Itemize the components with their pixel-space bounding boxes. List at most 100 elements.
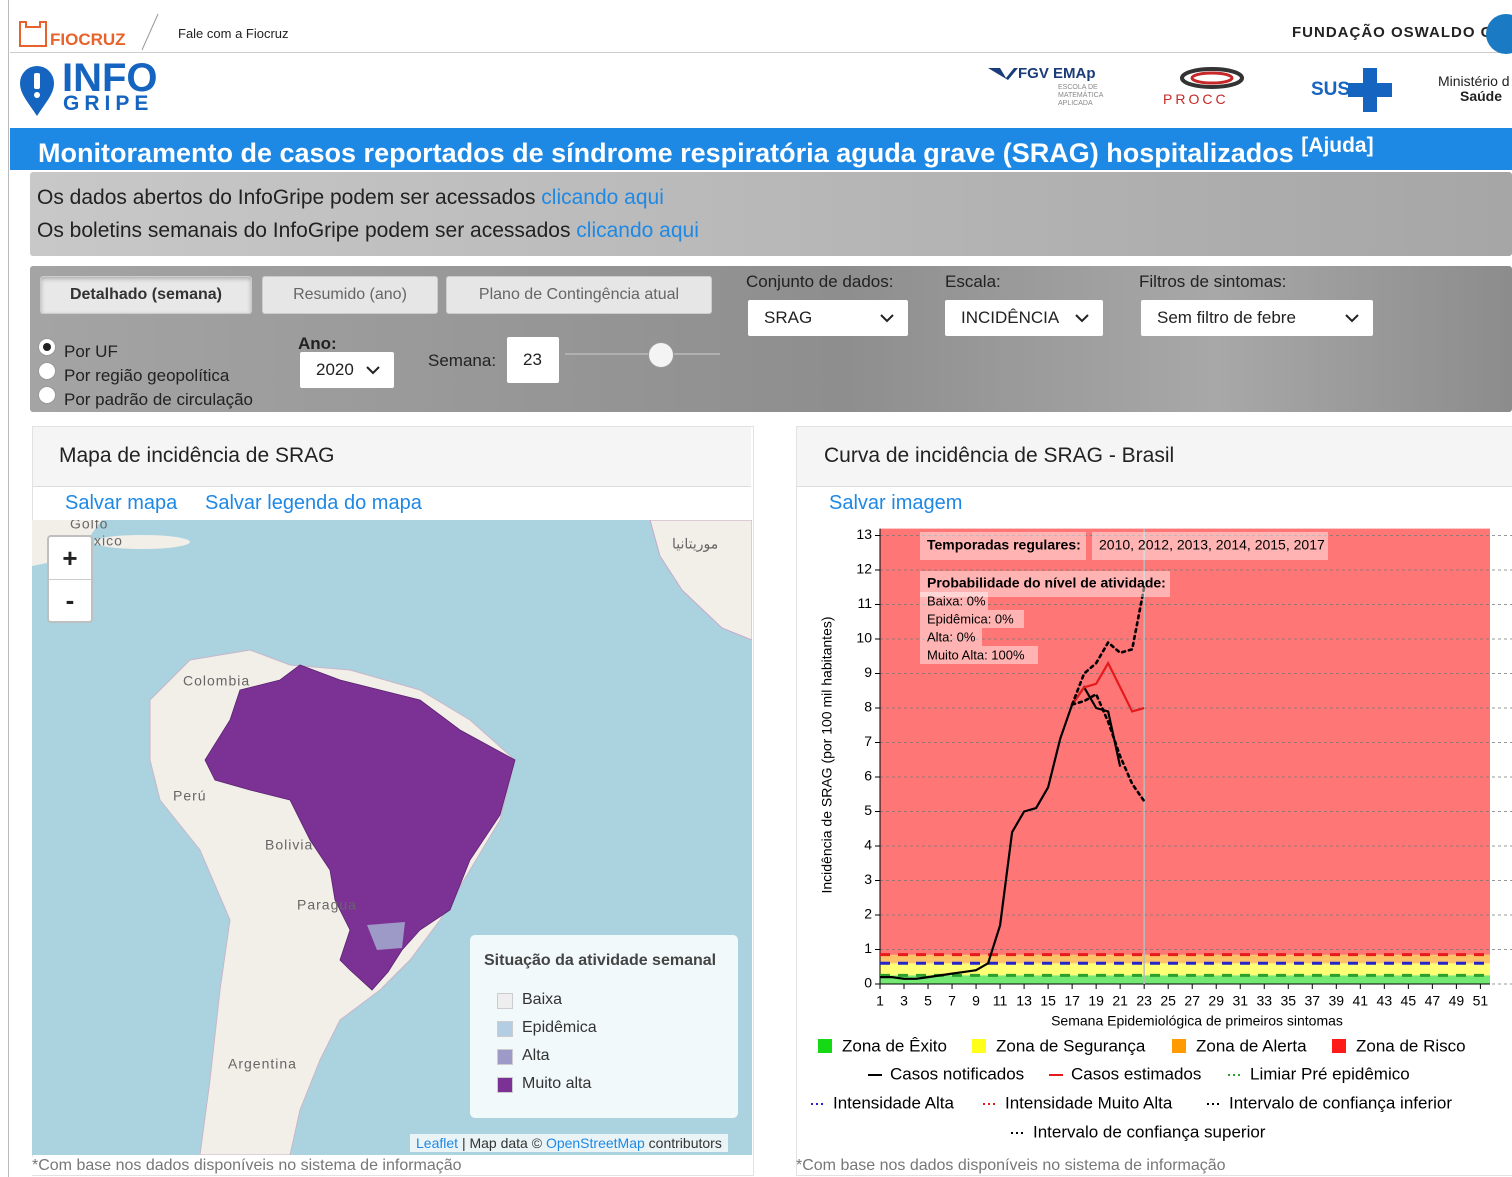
scale-label: Escala: <box>945 272 1001 291</box>
tab-button[interactable]: Resumido (ano) <box>262 276 438 314</box>
y-tick-label: 9 <box>864 664 872 680</box>
annotation-box <box>920 610 1024 628</box>
place-label: Perú <box>173 788 207 804</box>
fgv-mark <box>988 68 1018 80</box>
attribution-text: contributors <box>648 1135 722 1151</box>
attribution-text: | Map data © <box>461 1135 543 1151</box>
y-tick-label: 8 <box>864 699 872 715</box>
x-tick-label: 5 <box>924 993 932 1009</box>
legend-label: Intervalo de confiança superior <box>1033 1122 1266 1141</box>
y-tick-label: 4 <box>864 837 872 853</box>
annotation: Epidêmica: 0% <box>927 611 1014 626</box>
annotation-box <box>920 571 1170 597</box>
x-tick-label: 35 <box>1280 993 1296 1009</box>
radio[interactable] <box>38 386 56 404</box>
tab-button[interactable]: Detalhado (semana) <box>40 276 252 314</box>
filter-select[interactable]: Sem filtro de febre <box>1141 300 1373 336</box>
fiocruz-icon <box>19 21 47 47</box>
map-panel-header <box>33 427 751 487</box>
legend-label: Zona de Alerta <box>1196 1036 1307 1055</box>
legend-label: Intensidade Muito Alta <box>1005 1093 1173 1112</box>
annotation: Baixa: 0% <box>927 593 986 608</box>
x-tick-label: 25 <box>1160 993 1176 1009</box>
tab-button[interactable]: Plano de Contingência atual <box>446 276 712 314</box>
y-tick-label: 1 <box>864 940 872 956</box>
filter-value: Sem filtro de febre <box>1157 308 1296 327</box>
save-image-link[interactable]: Salvar imagem <box>829 492 963 514</box>
annotation: Muito Alta: 100% <box>927 647 1025 662</box>
save-map-link[interactable]: Salvar mapa <box>65 492 178 514</box>
zone <box>880 975 1490 984</box>
state <box>367 922 405 950</box>
frame-edge <box>8 0 9 1177</box>
place-label: Colombia <box>183 673 250 689</box>
dataset-value: SRAG <box>764 308 813 327</box>
legend-label: Zona de Risco <box>1356 1036 1466 1055</box>
place-label: Argentina <box>228 1056 297 1072</box>
legend-swatch <box>1172 1039 1186 1053</box>
legend-swatch <box>972 1039 986 1053</box>
y-tick-label: 3 <box>864 871 872 887</box>
help-link[interactable]: [Ajuda] <box>1301 134 1374 157</box>
x-axis-label: Semana Epidemiológica de primeiros sinto… <box>1051 1013 1343 1029</box>
zoom-in[interactable]: + <box>49 537 91 580</box>
chevron <box>880 314 894 323</box>
y-tick-label: 12 <box>856 561 872 577</box>
legend-label: Epidêmica <box>522 1019 597 1036</box>
y-tick-label: 5 <box>864 802 872 818</box>
legend-label: Zona de Segurança <box>996 1036 1146 1055</box>
week-input[interactable]: 23 <box>507 337 559 383</box>
fiocruz-logo[interactable]: FIOCRUZ <box>50 30 126 49</box>
radio-label: Por padrão de circulação <box>64 390 254 409</box>
x-tick-label: 37 <box>1304 993 1320 1009</box>
year-value: 2020 <box>316 360 354 379</box>
radio[interactable] <box>38 362 56 380</box>
x-tick-label: 45 <box>1401 993 1417 1009</box>
zoom-out[interactable]: - <box>65 584 75 615</box>
save-legend-link[interactable]: Salvar legenda do mapa <box>205 492 422 514</box>
info-link[interactable]: clicando aqui <box>541 186 664 209</box>
info-text: Os dados abertos do InfoGripe podem ser … <box>37 186 536 209</box>
map-attribution: Leaflet | Map data © OpenStreetMap contr… <box>410 1134 728 1152</box>
leaflet-link[interactable]: Leaflet <box>416 1135 459 1151</box>
scale-select[interactable]: INCIDÊNCIA <box>945 300 1103 336</box>
legend-swatch <box>497 1049 513 1065</box>
y-tick-label: 13 <box>856 526 872 542</box>
x-tick-label: 7 <box>948 993 956 1009</box>
x-tick-label: 43 <box>1377 993 1393 1009</box>
x-tick-label: 13 <box>1016 993 1032 1009</box>
chart-title: Curva de incidência de SRAG - Brasil <box>824 444 1175 467</box>
year-select[interactable]: 2020 <box>300 352 394 388</box>
x-tick-label: 11 <box>993 993 1008 1009</box>
legend-swatch <box>497 993 513 1009</box>
top-strip <box>10 10 1512 53</box>
year-label: Ano: <box>298 334 337 353</box>
map-legend-title: Situação da atividade semanal <box>484 952 717 969</box>
fgv-logo: FGV EMAp <box>1018 65 1096 82</box>
fgv-subtitle: ESCOLA DE MATEMÁTICA APLICADA <box>1058 84 1103 107</box>
country <box>204 664 516 991</box>
week-slider[interactable] <box>565 353 720 355</box>
info-text: Os boletins semanais do InfoGripe podem … <box>37 219 571 242</box>
info-link[interactable]: clicando aqui <box>576 219 699 242</box>
annotation: Temporadas regulares: <box>927 537 1081 553</box>
legend-label: Zona de Êxito <box>842 1036 947 1055</box>
annotation-box <box>1092 532 1328 560</box>
scale-value: INCIDÊNCIA <box>961 308 1060 327</box>
chart-panel-header <box>797 427 1512 487</box>
radio[interactable] <box>38 338 56 356</box>
x-tick-label: 47 <box>1425 993 1441 1009</box>
contact-link[interactable]: Fale com a Fiocruz <box>178 26 289 41</box>
map-legend: Situação da atividade semanal Baixa Epidêm… <box>470 935 738 1118</box>
place-label: Golfo <box>70 520 108 532</box>
slider-knob[interactable] <box>648 342 674 368</box>
annotation-box <box>920 532 1086 560</box>
dataset-select[interactable]: SRAG <box>748 300 908 336</box>
info-line: Os boletins semanais do InfoGripe podem … <box>37 219 699 243</box>
separator <box>141 13 159 51</box>
x-tick-label: 33 <box>1256 993 1272 1009</box>
chevron <box>366 366 380 375</box>
x-tick-label: 51 <box>1473 993 1489 1009</box>
osm-link[interactable]: OpenStreetMap <box>545 1135 645 1151</box>
